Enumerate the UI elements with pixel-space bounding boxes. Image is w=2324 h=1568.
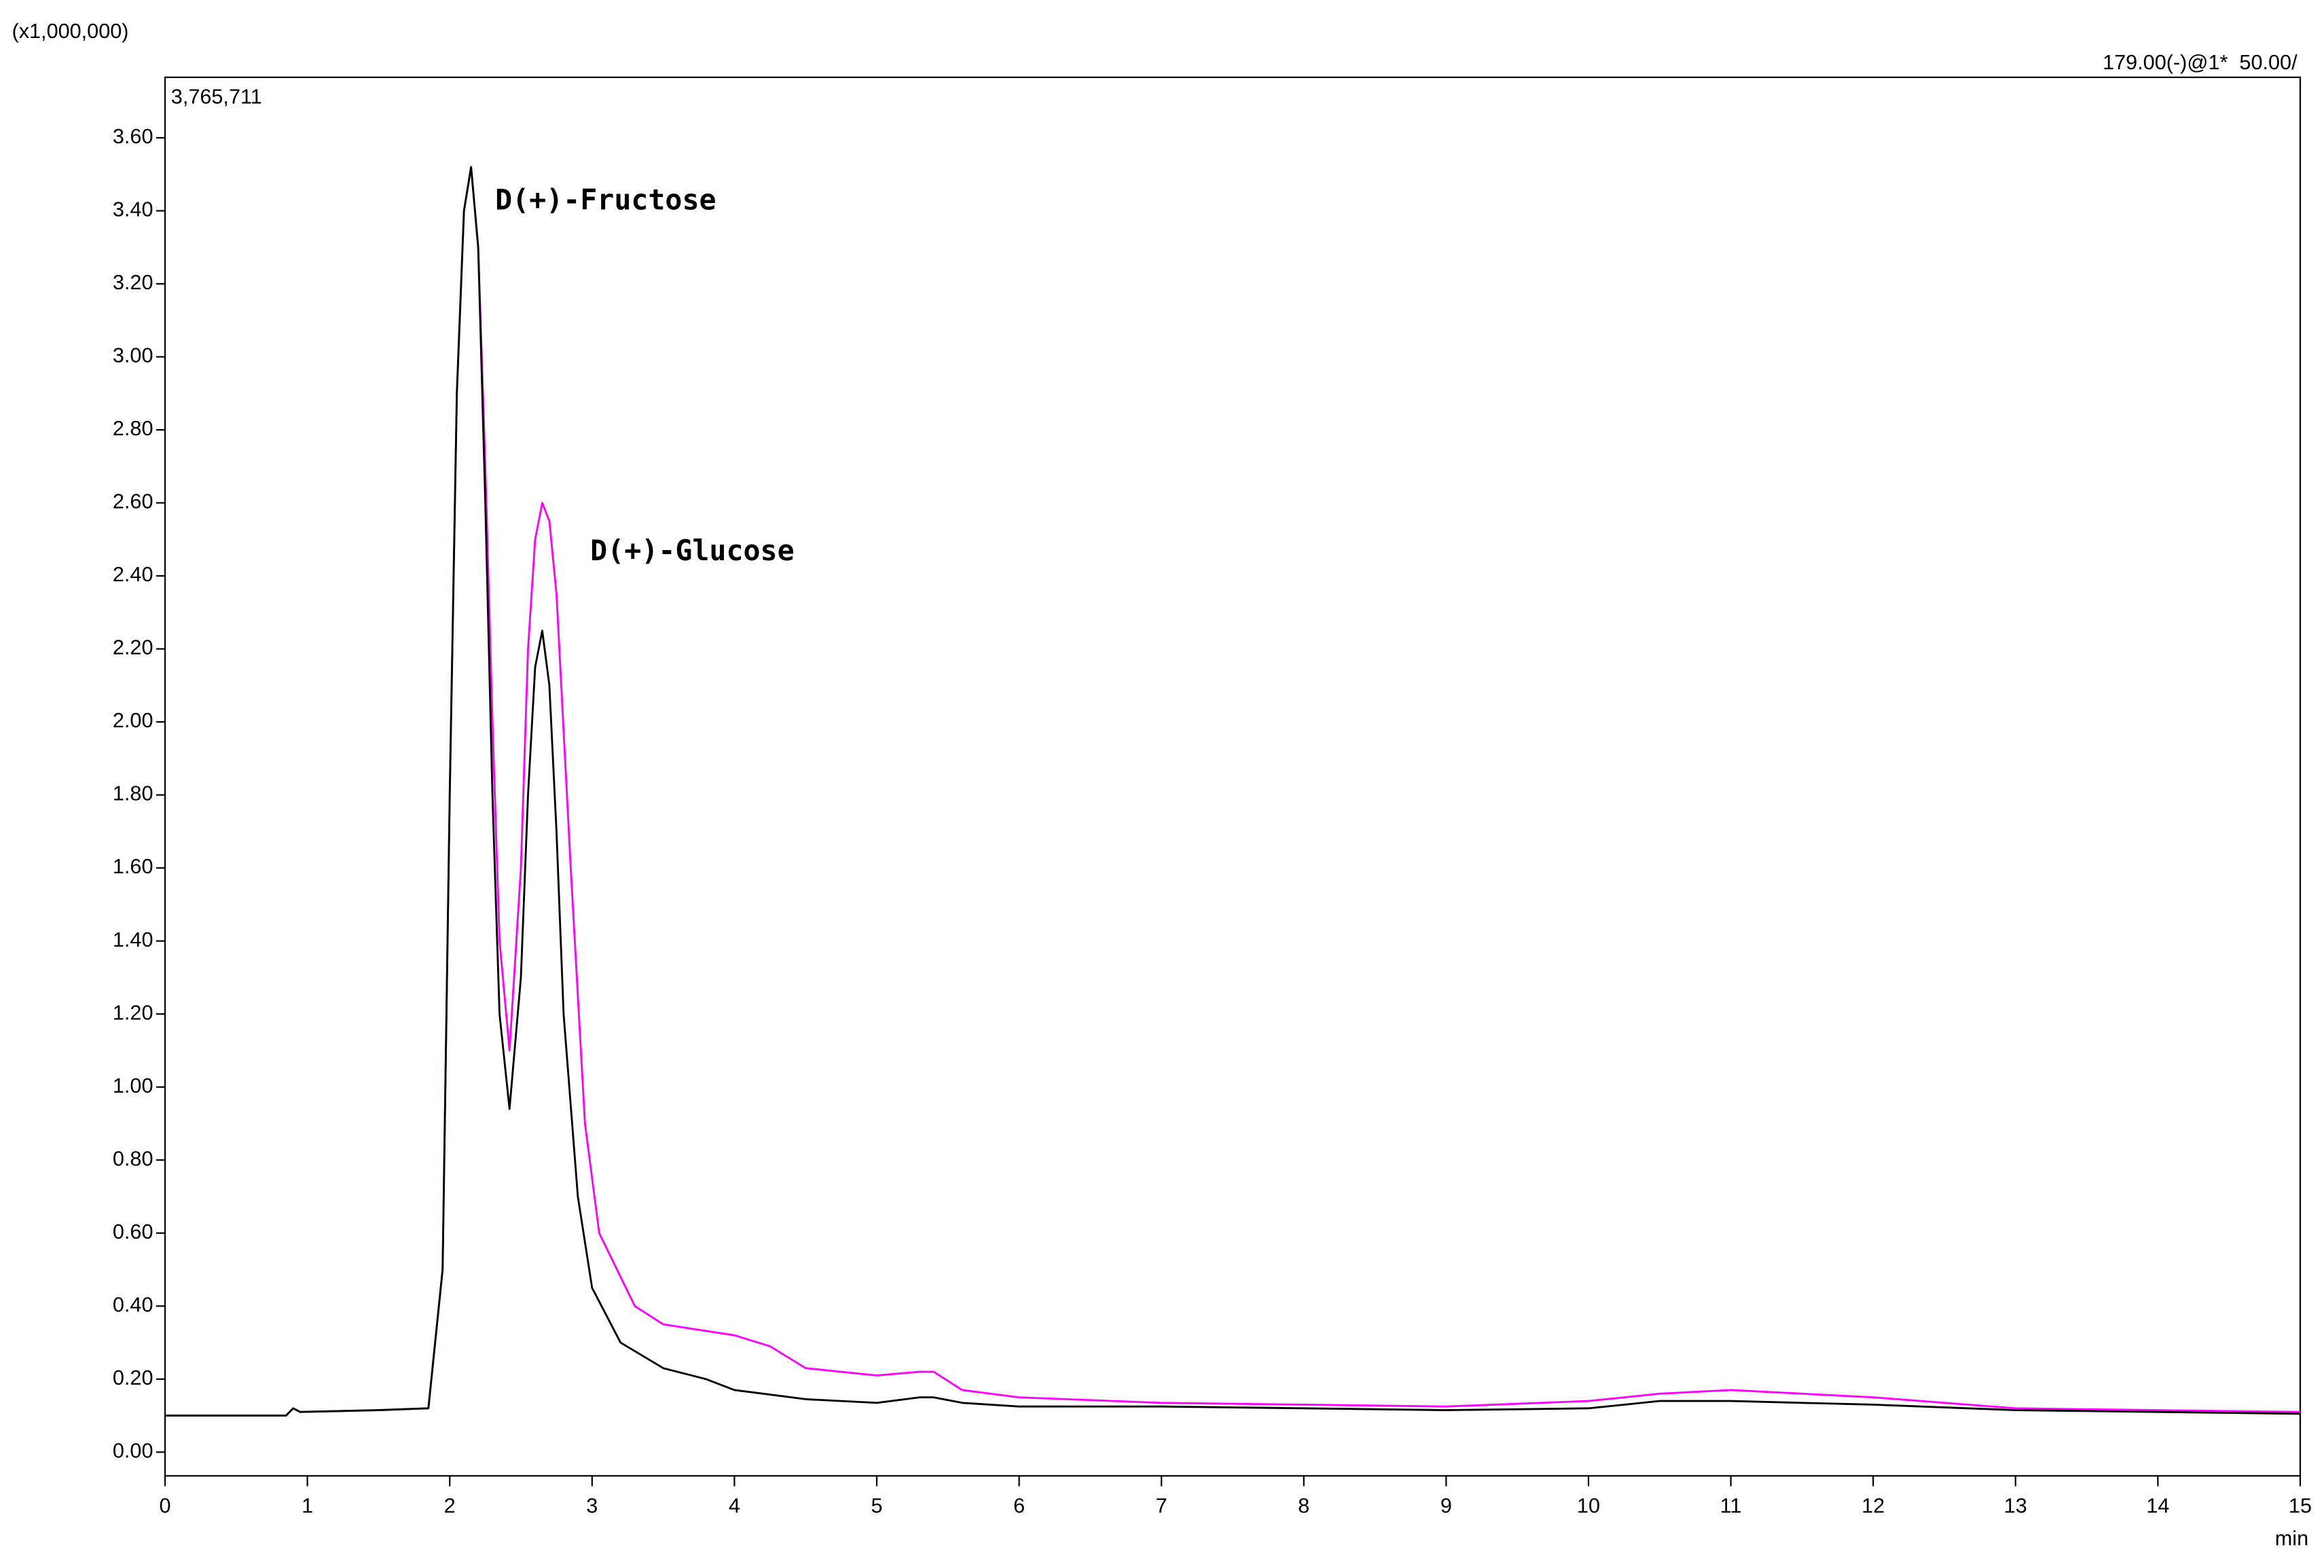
trace-label: 179.00(-)@1* 50.00/ — [2103, 51, 2298, 74]
x-tick-label: 9 — [1440, 1494, 1452, 1517]
x-tick-label: 1 — [302, 1494, 313, 1517]
x-tick-label: 4 — [729, 1494, 740, 1517]
y-tick-label: 1.80 — [113, 782, 153, 805]
x-tick-label: 3 — [586, 1494, 598, 1517]
x-tick-label: 7 — [1156, 1494, 1167, 1517]
y-tick-label: 3.20 — [113, 271, 153, 294]
trace-line — [165, 166, 2300, 1417]
y-tick-label: 3.40 — [113, 198, 153, 221]
peak-annotation: D(+)-Fructose — [495, 183, 716, 217]
y-tick-label: 2.40 — [113, 563, 153, 586]
y-tick-label: 3.00 — [113, 344, 153, 367]
y-tick-label: 0.00 — [113, 1439, 153, 1462]
x-tick-label: 0 — [159, 1494, 170, 1517]
x-tick-label: 15 — [2289, 1494, 2312, 1517]
y-tick-label: 2.80 — [113, 417, 153, 440]
y-tick-label: 2.00 — [113, 709, 153, 732]
y-tick-label: 0.40 — [113, 1293, 153, 1316]
y-tick-label: 0.20 — [113, 1366, 153, 1389]
x-tick-label: 8 — [1298, 1494, 1309, 1517]
max-label: 3,765,711 — [171, 86, 262, 109]
trace-line — [165, 166, 2300, 1417]
x-tick-label: 10 — [1577, 1494, 1600, 1517]
y-tick-label: 2.20 — [113, 636, 153, 659]
y-tick-label: 0.80 — [113, 1147, 153, 1170]
y-tick-label: 1.40 — [113, 928, 153, 951]
scale-label: (x1,000,000) — [12, 20, 129, 43]
x-tick-label: 12 — [1862, 1494, 1885, 1517]
x-axis-label: min — [2275, 1527, 2308, 1550]
y-tick-label: 3.60 — [113, 125, 153, 148]
x-tick-label: 13 — [2004, 1494, 2027, 1517]
x-tick-label: 6 — [1013, 1494, 1025, 1517]
peak-annotation: D(+)-Glucose — [590, 534, 794, 567]
y-tick-label: 2.60 — [113, 490, 153, 513]
y-tick-label: 1.00 — [113, 1074, 153, 1097]
plot-frame — [164, 76, 2302, 1477]
x-tick-label: 2 — [444, 1494, 456, 1517]
x-tick-label: 11 — [1720, 1494, 1742, 1517]
y-tick-label: 1.20 — [113, 1001, 153, 1024]
y-tick-label: 1.60 — [113, 855, 153, 878]
y-tick-label: 0.60 — [113, 1220, 153, 1243]
x-tick-label: 14 — [2146, 1494, 2169, 1517]
x-tick-label: 5 — [871, 1494, 882, 1517]
